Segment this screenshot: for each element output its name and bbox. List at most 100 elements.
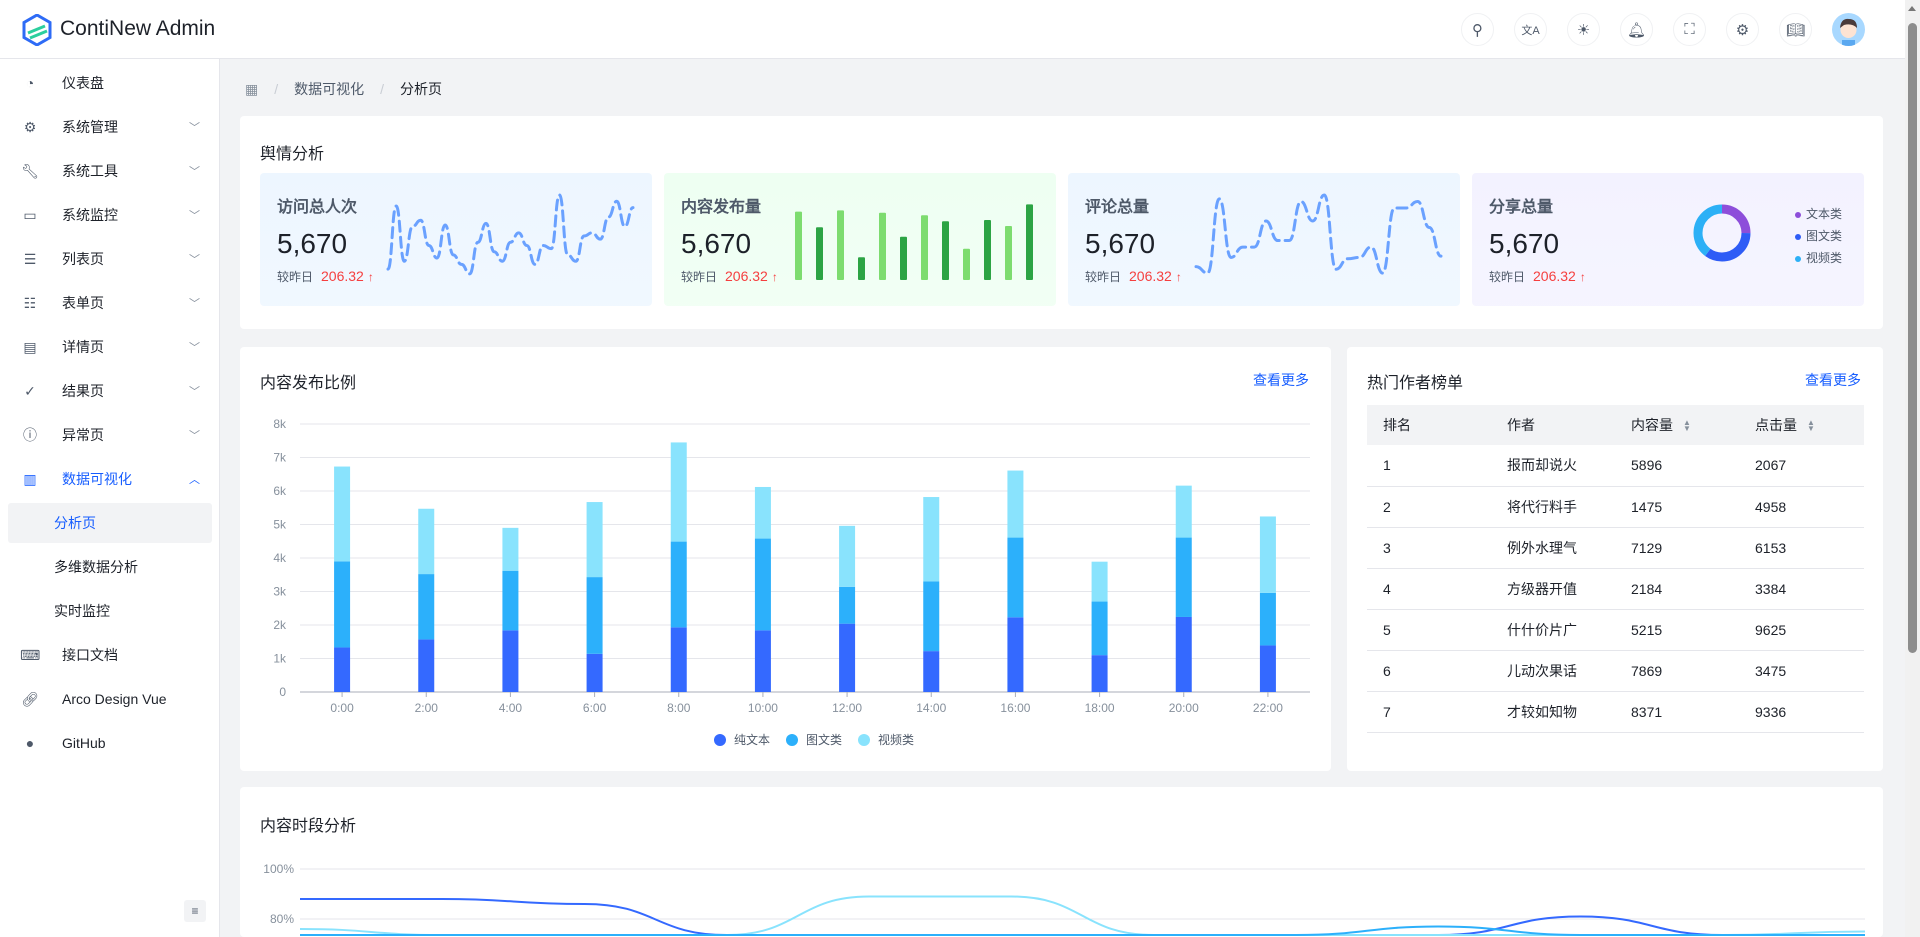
sidebar-item[interactable]: 🔧︎ 系统工具 ﹀ [8,151,212,191]
sidebar-item[interactable]: ▭ 系统监控 ﹀ [8,195,212,235]
fullscreen-button[interactable]: ⛶ [1673,13,1706,46]
bar-segment[interactable] [839,525,856,587]
table-row[interactable]: 3 例外水理气 7129 6153 [1367,527,1864,569]
table-row[interactable]: 1 报而却说火 5896 2067 [1367,445,1864,487]
legend-label[interactable]: 纯文本 [734,732,770,747]
theme-button[interactable]: ☀ [1567,13,1600,46]
bar-segment[interactable] [923,651,940,692]
bar-segment[interactable] [1007,470,1024,538]
legend-dot[interactable] [714,734,726,746]
scrollbar-thumb[interactable] [1908,23,1917,653]
sidebar-item[interactable]: ⌨ 接口文档 [8,635,212,675]
bar-segment[interactable] [418,639,435,692]
language-button[interactable]: 文A [1514,13,1547,46]
bar-segment[interactable] [670,627,687,692]
bar-segment[interactable] [1091,655,1108,692]
settings-button[interactable]: ⚙ [1726,13,1759,46]
table-row[interactable]: 7 才较如知物 8371 9336 [1367,691,1864,733]
bar-segment[interactable] [1175,616,1192,692]
bar-segment[interactable] [1259,645,1276,692]
table-cell: 才较如知物 [1491,691,1615,733]
search-button[interactable]: ⚲ [1461,13,1494,46]
sidebar-item[interactable]: ⓘ 异常页 ﹀ [8,415,212,455]
column-header-content[interactable]: 内容量 ▲ ▼ [1615,405,1739,445]
legend-item[interactable]: 文本类 [1795,203,1842,225]
legend-label[interactable]: 视频类 [878,732,914,747]
sidebar-item[interactable]: ◔ 仪表盘 [8,63,212,103]
bar-segment[interactable] [418,508,435,575]
bar-segment[interactable] [1175,485,1192,538]
legend-label[interactable]: 图文类 [806,732,842,747]
bar-segment[interactable] [334,561,351,648]
docs-button[interactable]: 📖︎ [1779,13,1812,46]
sidebar-subitem[interactable]: 实时监控 [8,591,212,631]
table-cell: 7129 [1615,527,1739,569]
sidebar-item[interactable]: ⚙ 系统管理 ﹀ [8,107,212,147]
sidebar-item[interactable]: 🔗︎ Arco Design Vue [8,679,212,719]
bar-segment[interactable] [839,623,856,692]
bar-segment[interactable] [1091,601,1108,656]
legend-item[interactable]: 图文类 [1795,225,1842,247]
sidebar-item[interactable]: ☰ 列表页 ﹀ [8,239,212,279]
page-scrollbar[interactable] [1905,0,1920,937]
bar-segment[interactable] [754,486,771,539]
bar-segment[interactable] [1007,537,1024,618]
bar-segment[interactable] [923,581,940,652]
sidebar-item[interactable]: ☷ 表单页 ﹀ [8,283,212,323]
bar-segment[interactable] [754,538,771,631]
sort-icon[interactable]: ▲ ▼ [1807,418,1815,434]
bar-segment[interactable] [923,497,940,582]
legend-dot[interactable] [858,734,870,746]
bar-segment[interactable] [586,577,603,654]
bar-segment[interactable] [1259,592,1276,646]
view-more-link[interactable]: 查看更多 [1253,372,1309,388]
collapse-sidebar-button[interactable]: ≡ [184,900,206,922]
compare-label: 较昨日 [1085,270,1122,284]
table-row[interactable]: 4 方级器开值 2184 3384 [1367,568,1864,610]
x-tick-label: 2:00 [415,701,439,715]
sidebar-item[interactable]: ▥ 数据可视化 ︿ [8,459,212,499]
bar-segment[interactable] [1007,617,1024,692]
sidebar-item-label: 仪表盘 [62,75,104,91]
x-tick-label: 16:00 [1000,701,1030,715]
bar-segment[interactable] [754,630,771,692]
bar-segment[interactable] [502,570,519,631]
bar-segment[interactable] [1175,537,1192,617]
bar-segment[interactable] [502,527,519,571]
view-more-link[interactable]: 查看更多 [1805,372,1861,388]
bar-segment[interactable] [1259,516,1276,593]
legend-item[interactable]: 视频类 [1795,247,1842,269]
sidebar-item[interactable]: ● GitHub [8,723,212,763]
bar-segment[interactable] [839,586,856,624]
bar-segment[interactable] [1091,561,1108,602]
bar-segment[interactable] [586,653,603,692]
avatar[interactable] [1832,13,1865,46]
sort-icon[interactable]: ▲ ▼ [1683,418,1691,434]
apps-icon[interactable]: ▦ [245,80,259,97]
legend-dot[interactable] [786,734,798,746]
sidebar-subitem[interactable]: 分析页 [8,503,212,543]
notification-button[interactable]: 🔔︎ [1620,13,1653,46]
bar-segment[interactable] [670,541,687,628]
bar-segment[interactable] [334,647,351,692]
sidebar-item[interactable]: ✓ 结果页 ﹀ [8,371,212,411]
scroll-up-arrow-icon[interactable] [1908,6,1916,11]
y-tick-label: 8k [273,417,287,431]
breadcrumb-item[interactable]: 数据可视化 [294,81,365,97]
sidebar-item[interactable]: ▤ 详情页 ﹀ [8,327,212,367]
bar-segment[interactable] [586,502,603,578]
check-circle-icon: ✓ [24,382,36,399]
table-row[interactable]: 6 儿动次果话 7869 3475 [1367,650,1864,692]
bar-segment[interactable] [670,442,687,542]
stat-compare: 较昨日 206.32 ↑ [277,268,374,285]
content-period-card: 内容时段分析 100% 80% [240,787,1883,937]
stat-value: 5,670 [1489,228,1560,259]
x-tick-label: 10:00 [748,701,778,715]
sidebar-subitem[interactable]: 多维数据分析 [8,547,212,587]
table-row[interactable]: 2 将代行料手 1475 4958 [1367,486,1864,528]
bar-segment[interactable] [502,630,519,692]
bar-segment[interactable] [418,574,435,640]
bar-segment[interactable] [334,466,351,562]
table-row[interactable]: 5 什什价片广 5215 9625 [1367,609,1864,651]
column-header-clicks[interactable]: 点击量 ▲ ▼ [1739,405,1864,445]
